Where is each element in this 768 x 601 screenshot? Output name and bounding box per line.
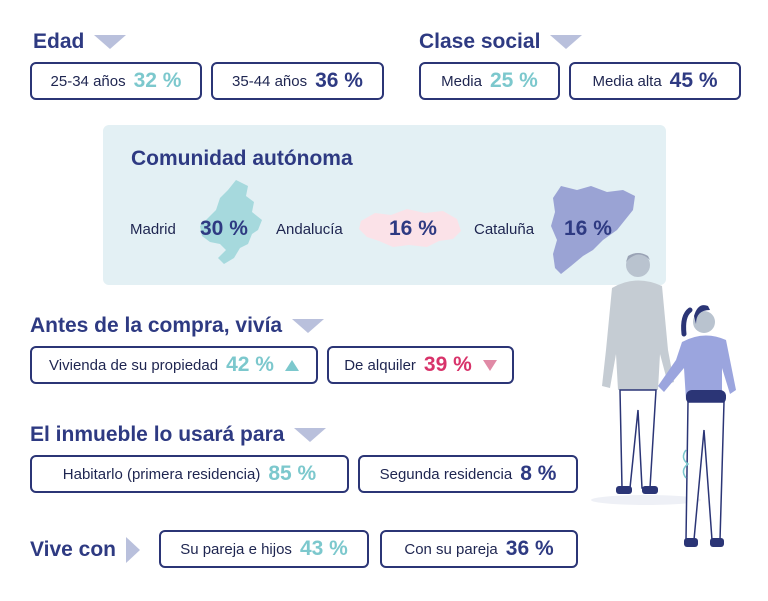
chevron-down-icon bbox=[292, 319, 325, 333]
region-value: 30 % bbox=[200, 217, 248, 240]
chevron-down-icon bbox=[294, 428, 327, 442]
uso-title: El inmueble lo usará para bbox=[30, 423, 285, 446]
item-label: Media alta bbox=[592, 72, 662, 90]
antes-compra-heading: Antes de la compra, vivía bbox=[30, 314, 325, 338]
item-value: 32 % bbox=[133, 69, 182, 92]
edad-heading: Edad bbox=[33, 30, 127, 54]
trend-up-icon bbox=[284, 359, 299, 371]
cataluna-map-icon bbox=[551, 186, 635, 274]
antes-item-propiedad: Vivienda de su propiedad 42 % bbox=[30, 346, 318, 384]
trend-down-icon bbox=[482, 359, 497, 371]
item-value: 43 % bbox=[299, 537, 348, 560]
region-value: 16 % bbox=[389, 217, 437, 240]
item-value: 36 % bbox=[315, 69, 363, 92]
clase-item-media-alta: Media alta 45 % bbox=[569, 62, 741, 100]
antes-compra-title: Antes de la compra, vivía bbox=[30, 314, 283, 337]
region-label: Madrid bbox=[130, 221, 176, 238]
uso-heading: El inmueble lo usará para bbox=[30, 423, 327, 447]
madrid-map-icon bbox=[200, 180, 262, 264]
vive-con-title: Vive con bbox=[30, 538, 116, 561]
item-label: De alquiler bbox=[344, 356, 416, 374]
uso-item-segunda: Segunda residencia 8 % bbox=[358, 455, 578, 493]
item-label: 35-44 años bbox=[232, 72, 308, 90]
comunidad-panel: Comunidad autónoma Madrid 30 % Andalucía… bbox=[103, 125, 666, 285]
item-value: 42 % bbox=[226, 353, 274, 376]
item-label: Segunda residencia bbox=[379, 465, 513, 483]
antes-item-alquiler: De alquiler 39 % bbox=[327, 346, 514, 384]
item-label: Vivienda de su propiedad bbox=[49, 356, 219, 374]
vive-item-pareja: Con su pareja 36 % bbox=[380, 530, 578, 568]
item-label: Con su pareja bbox=[404, 540, 498, 558]
item-label: 25-34 años bbox=[50, 72, 126, 90]
item-value: 85 % bbox=[268, 462, 317, 485]
region-label: Cataluña bbox=[474, 221, 535, 238]
couple-illustration bbox=[591, 253, 736, 547]
vive-con-heading: Vive con bbox=[30, 537, 140, 563]
item-value: 36 % bbox=[505, 537, 554, 560]
item-value: 8 % bbox=[520, 462, 557, 485]
chevron-down-icon bbox=[550, 35, 583, 49]
edad-item-25-34: 25-34 años 32 % bbox=[30, 62, 202, 100]
clase-social-title: Clase social bbox=[419, 30, 541, 53]
edad-title: Edad bbox=[33, 30, 85, 53]
chevron-down-icon bbox=[94, 35, 127, 49]
vive-item-pareja-hijos: Su pareja e hijos 43 % bbox=[159, 530, 369, 568]
item-value: 45 % bbox=[669, 69, 718, 92]
uso-item-primera: Habitarlo (primera residencia) 85 % bbox=[30, 455, 349, 493]
chevron-right-icon bbox=[126, 537, 140, 563]
edad-item-35-44: 35-44 años 36 % bbox=[211, 62, 384, 100]
region-label: Andalucía bbox=[276, 221, 343, 238]
clase-item-media: Media 25 % bbox=[419, 62, 560, 100]
andalucia-map-icon bbox=[359, 209, 461, 247]
item-value: 25 % bbox=[489, 69, 538, 92]
region-value: 16 % bbox=[564, 217, 612, 240]
clase-social-heading: Clase social bbox=[419, 30, 583, 54]
item-label: Media bbox=[441, 72, 482, 90]
item-value: 39 % bbox=[423, 353, 472, 376]
item-label: Su pareja e hijos bbox=[180, 540, 292, 558]
comunidad-title: Comunidad autónoma bbox=[131, 147, 353, 170]
item-label: Habitarlo (primera residencia) bbox=[62, 465, 261, 483]
